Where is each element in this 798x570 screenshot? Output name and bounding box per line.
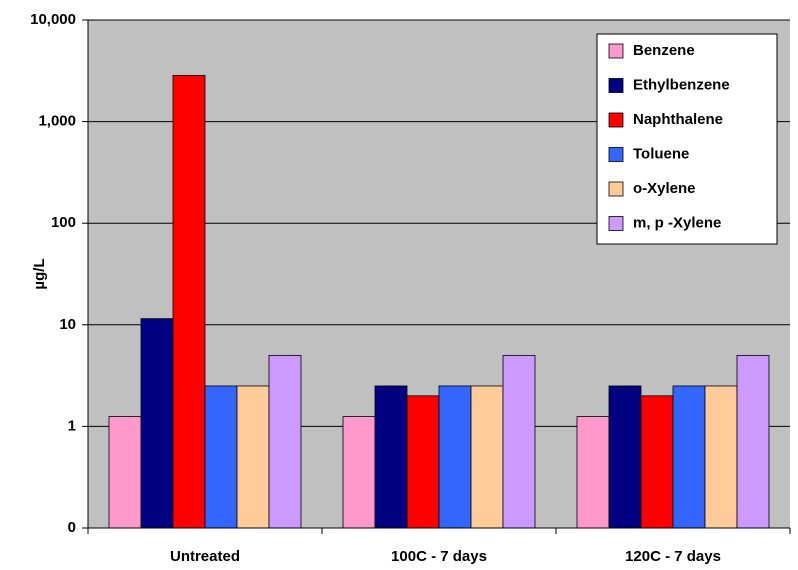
legend: [596, 33, 778, 245]
bar: [640, 395, 674, 529]
bar: [204, 385, 238, 529]
bar: [470, 385, 504, 529]
bar: [172, 74, 206, 529]
legend-swatch: [608, 216, 624, 231]
y-tick-label: 0: [68, 519, 76, 536]
x-tick-label: Untreated: [170, 548, 240, 565]
bar: [672, 385, 706, 529]
y-axis-label: µg/L: [31, 258, 48, 289]
y-tick-label: 10,000: [30, 11, 76, 28]
x-tick-label: 100C - 7 days: [391, 548, 487, 565]
y-tick-label: 1,000: [38, 113, 76, 130]
y-tick-label: 10: [59, 316, 76, 333]
y-tick-label: 1: [68, 417, 76, 434]
legend-label: Benzene: [633, 42, 695, 59]
bar: [108, 416, 142, 529]
bar: [438, 385, 472, 529]
legend-swatch: [608, 43, 624, 59]
bar: [576, 416, 610, 529]
bar: [236, 385, 270, 529]
bar: [374, 385, 408, 529]
legend-swatch: [608, 181, 624, 197]
bar: [406, 395, 440, 529]
bar: [342, 416, 376, 529]
legend-label: m, p -Xylene: [633, 214, 721, 231]
legend-swatch: [608, 112, 624, 128]
bar: [268, 354, 302, 529]
legend-label: Ethylbenzene: [633, 76, 730, 93]
legend-swatch: [608, 78, 624, 93]
bar: [140, 318, 174, 529]
legend-swatch: [608, 147, 624, 162]
legend-label: o-Xylene: [633, 180, 696, 197]
y-tick-label: 100: [51, 214, 76, 231]
x-tick-label: 120C - 7 days: [625, 548, 721, 565]
legend-label: Naphthalene: [633, 111, 723, 128]
bar: [704, 385, 738, 529]
bar: [736, 354, 770, 529]
bar: [502, 354, 536, 529]
legend-label: Toluene: [633, 145, 689, 162]
bar: [608, 385, 642, 529]
